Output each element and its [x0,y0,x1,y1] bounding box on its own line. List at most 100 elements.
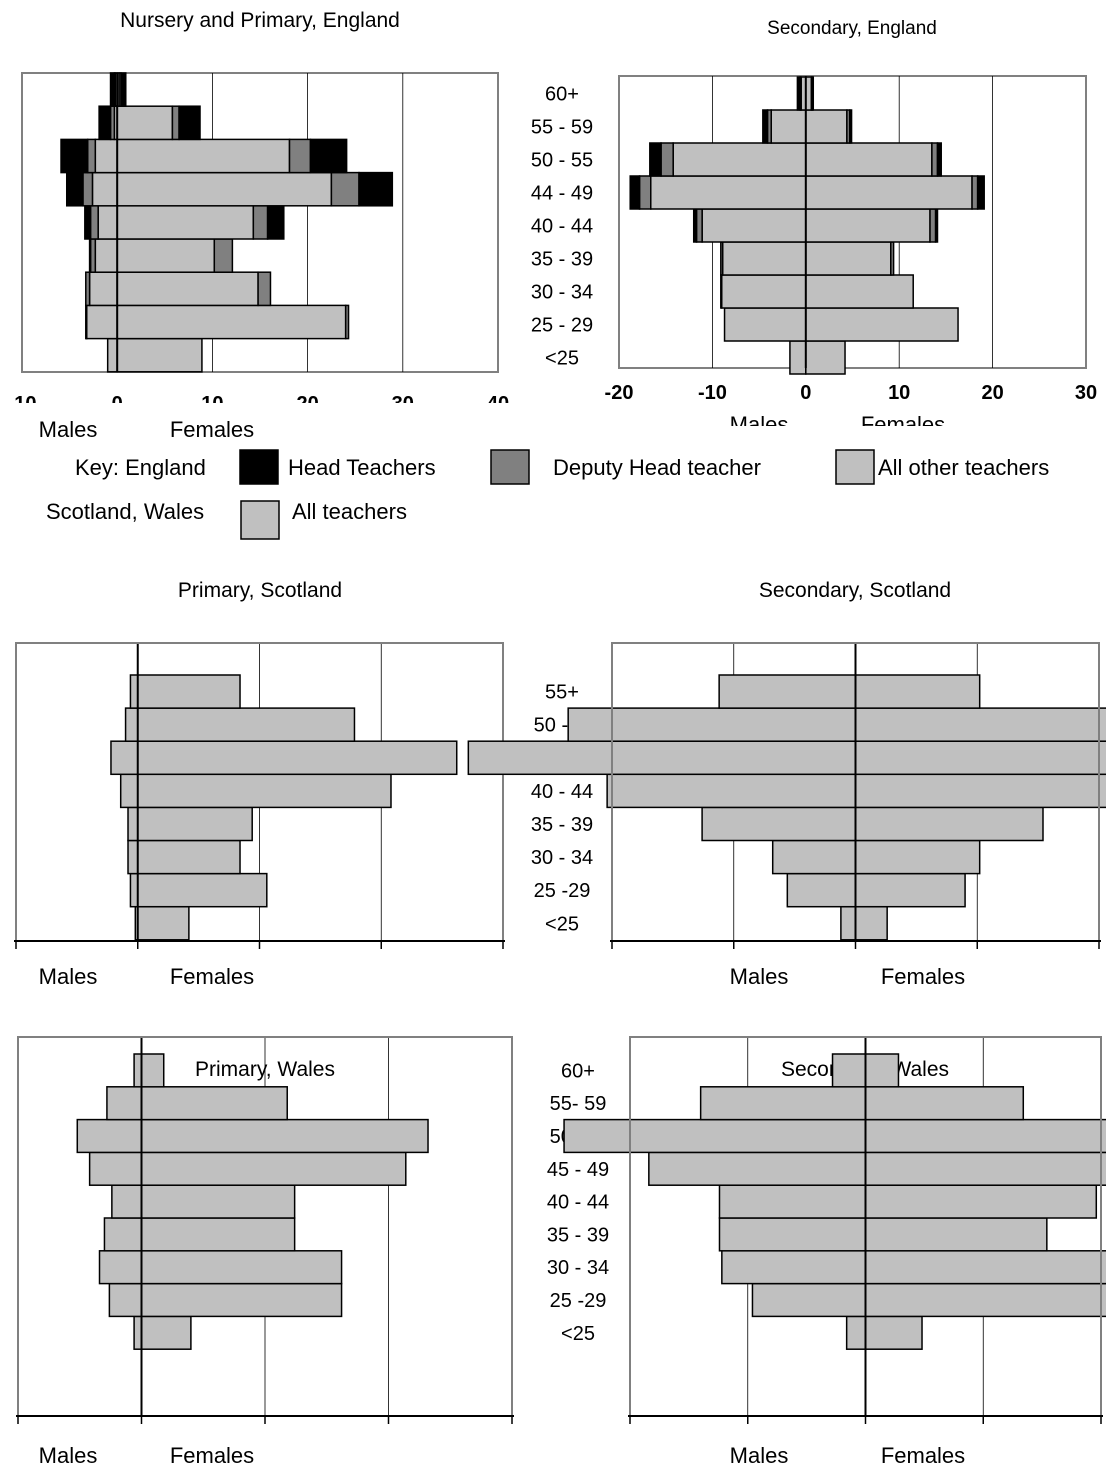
bar-male [108,339,118,372]
bar-male [651,176,806,209]
bar-female [142,1185,295,1218]
bar-male [723,242,806,275]
bar-male [649,1152,866,1185]
bar-female [258,272,270,305]
bar-female [142,1316,191,1349]
bar-female [138,708,355,741]
bar-male [85,206,91,239]
category-label: 25 - 29 [531,315,593,337]
bar-female [806,209,930,242]
bar-female [856,907,888,940]
category-label: 60+ [561,1060,595,1082]
bar-female [346,305,349,338]
males-label: Males [39,417,98,442]
bar-female [117,339,202,372]
bar-male [95,239,117,272]
bar-female [117,305,345,338]
females-label: Females [881,1443,965,1468]
category-label: 35 - 39 [547,1224,609,1246]
bar-female [866,1251,1106,1284]
bar-female [856,874,966,907]
category-label: <25 [561,1323,595,1345]
bar-male [787,874,855,907]
bar-male [128,841,138,874]
legend-other-label: All other teachers [878,455,1049,480]
bar-female [310,139,346,172]
category-label: 50 - 55 [531,150,593,172]
x-tick-label: 0 [800,382,811,404]
bar-male [719,1218,865,1251]
females-label: Females [170,1443,254,1468]
bar-male [90,272,118,305]
bar-female [142,1054,164,1087]
bar-male [112,1185,142,1218]
females-label: Females [170,417,254,442]
bar-female [142,1284,342,1317]
category-label: 55+ [545,682,579,704]
x-tick-label: 20 [981,382,1003,404]
category-label: <25 [545,913,579,935]
bar-female [268,206,284,239]
bar-male [564,1120,865,1153]
bar-male [128,807,138,840]
bar-female [856,675,980,708]
bar-male [722,1251,866,1284]
bar-male [90,1152,142,1185]
bar-female [117,173,331,206]
bar-male [86,272,90,305]
charts-layer: Nursery and Primary, England-10010203040… [0,9,1106,1468]
bar-male [719,675,855,708]
bar-female [932,143,938,176]
bar-male [130,675,137,708]
chart-title: Nursery and Primary, England [120,9,400,32]
bar-female [138,907,189,940]
bar-female [117,106,172,139]
bar-female [856,807,1043,840]
bar-male [721,275,722,308]
bar-female [142,1120,429,1153]
bar-female [138,841,240,874]
bar-female [806,242,891,275]
bar-female [866,1152,1106,1185]
bar-male [126,708,138,741]
bar-male [640,176,651,209]
bar-female [121,73,126,106]
x-tick-label: 30 [1075,382,1097,404]
bar-female [214,239,232,272]
bar-female [806,308,958,341]
x-tick-label: -10 [698,382,727,404]
bar-male [702,209,806,242]
bar-female [142,1218,295,1251]
category-label: 44 - 49 [531,183,593,205]
bar-male [797,77,800,110]
chart-title: Secondary, England [767,18,937,39]
bar-male [752,1284,865,1317]
category-label: 40 - 44 [531,781,593,803]
category-label: 30 - 34 [547,1257,609,1279]
bar-male [719,1185,865,1218]
bar-female [179,106,200,139]
bar-male [83,173,93,206]
bar-male [67,173,83,206]
bar-female [866,1120,1106,1153]
bar-male [111,741,138,774]
legend-all-label: All teachers [292,499,407,524]
bar-male [833,1054,866,1087]
bar-female [138,807,252,840]
legend-head-swatch [240,450,278,484]
legend-deputy-label: Deputy Head teacher [553,455,761,480]
females-label: Females [881,964,965,989]
bar-female [812,77,813,110]
bar-female [138,741,457,774]
bar-female [936,209,938,242]
bar-male [771,110,806,143]
bar-male [109,1284,141,1317]
bar-female [978,176,985,209]
bar-female [866,1087,1024,1120]
category-label: 40 - 44 [531,216,593,238]
category-label: 45 - 49 [547,1159,609,1181]
